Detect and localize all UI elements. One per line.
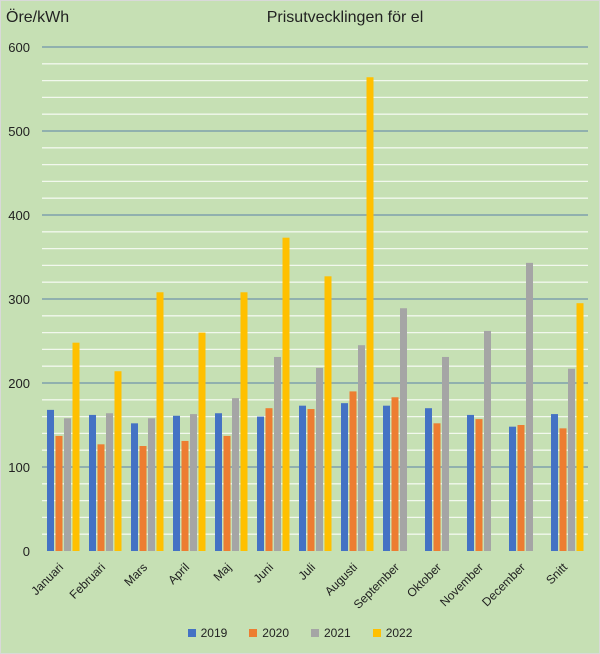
- x-tick-label: September: [351, 560, 402, 611]
- y-tick-label: 400: [8, 208, 30, 223]
- bar-2022-snitt: [576, 303, 584, 551]
- bar-2020-december: [517, 425, 525, 551]
- bar-2019-maj: [215, 413, 222, 551]
- legend-label: 2020: [262, 626, 289, 640]
- y-tick-label: 200: [8, 376, 30, 391]
- bar-2019-snitt: [551, 414, 558, 551]
- bar-2019-januari: [47, 409, 54, 551]
- bar-2020-november: [475, 419, 483, 551]
- bar-2019-februari: [89, 414, 96, 551]
- bar-2019-april: [173, 415, 180, 551]
- bar-2020-mars: [139, 446, 147, 551]
- legend-label: 2022: [385, 626, 413, 640]
- bar-2021-februari: [106, 413, 113, 551]
- bar-2020-september: [391, 397, 399, 551]
- bar-2020-maj: [223, 435, 231, 551]
- bar-2021-juni: [274, 356, 281, 551]
- bar-2022-juni: [282, 237, 290, 551]
- bar-2021-november: [484, 330, 491, 551]
- y-tick-label: 300: [8, 292, 30, 307]
- bar-2019-juli: [299, 405, 306, 551]
- bar-2021-september: [400, 308, 407, 551]
- y-axis-label: Öre/kWh: [6, 9, 70, 26]
- legend-swatch: [311, 629, 319, 637]
- bar-2022-mars: [156, 292, 164, 551]
- x-tick-label: April: [165, 560, 192, 587]
- bar-2021-snitt: [568, 368, 575, 551]
- bar-2022-augusti: [366, 77, 374, 552]
- x-tick-label: Oktober: [404, 560, 444, 600]
- bar-2021-april: [190, 414, 197, 551]
- x-tick-label: December: [479, 560, 528, 609]
- bar-2019-augusti: [341, 403, 348, 551]
- bar-2019-september: [383, 405, 390, 551]
- legend-item-2020: 2020: [249, 626, 289, 640]
- bar-2020-oktober: [433, 423, 441, 551]
- legend-item-2021: 2021: [311, 626, 351, 640]
- bar-2021-mars: [148, 418, 155, 551]
- x-tick-label: Juni: [251, 560, 276, 585]
- x-tick-label: Mars: [121, 560, 150, 589]
- bar-2020-augusti: [349, 391, 357, 551]
- x-tick-label: Juli: [295, 560, 318, 583]
- x-tick-label: Februari: [67, 560, 108, 601]
- x-tick-label: Snitt: [543, 560, 570, 587]
- legend-item-2019: 2019: [187, 626, 228, 640]
- x-tick-label: Augusti: [322, 560, 360, 598]
- y-tick-label: 600: [8, 40, 30, 55]
- legend-label: 2019: [200, 626, 228, 640]
- bar-2022-maj: [240, 292, 248, 551]
- bar-2020-juli: [307, 409, 315, 551]
- bar-2019-juni: [257, 416, 264, 551]
- bar-2019-oktober: [425, 408, 432, 551]
- bar-2021-maj: [232, 398, 239, 551]
- bar-2019-mars: [131, 423, 138, 551]
- bar-2022-april: [198, 332, 206, 551]
- bar-2020-juni: [265, 408, 273, 551]
- bar-2021-juli: [316, 367, 323, 551]
- bar-2021-oktober: [442, 356, 449, 551]
- legend-label: 2021: [324, 626, 351, 640]
- x-tick-label: November: [437, 560, 486, 609]
- bar-2021-januari: [64, 418, 71, 551]
- chart-title: Prisutvecklingen för el: [266, 9, 424, 26]
- bar-2020-februari: [97, 444, 105, 551]
- bar-2022-februari: [114, 371, 122, 551]
- x-tick-label: Januari: [28, 560, 66, 598]
- x-tick-label: Maj: [211, 560, 235, 584]
- bar-2020-snitt: [559, 428, 567, 551]
- bar-2019-november: [467, 414, 474, 551]
- bar-2022-juli: [324, 276, 332, 551]
- y-tick-label: 500: [8, 124, 30, 139]
- bar-2021-december: [526, 262, 533, 551]
- legend-item-2022: 2022: [372, 626, 413, 640]
- bar-2019-december: [509, 426, 516, 551]
- legend-swatch: [249, 629, 258, 637]
- legend: 2019 2020 2021 2022: [0, 626, 600, 640]
- legend-swatch: [372, 629, 381, 637]
- bar-2021-augusti: [358, 345, 365, 551]
- legend-swatch: [187, 629, 196, 637]
- y-tick-label: 100: [8, 460, 30, 475]
- y-tick-label: 0: [23, 544, 30, 559]
- bar-2020-januari: [55, 435, 63, 551]
- bar-2022-januari: [72, 342, 80, 551]
- bar-2020-april: [181, 440, 189, 551]
